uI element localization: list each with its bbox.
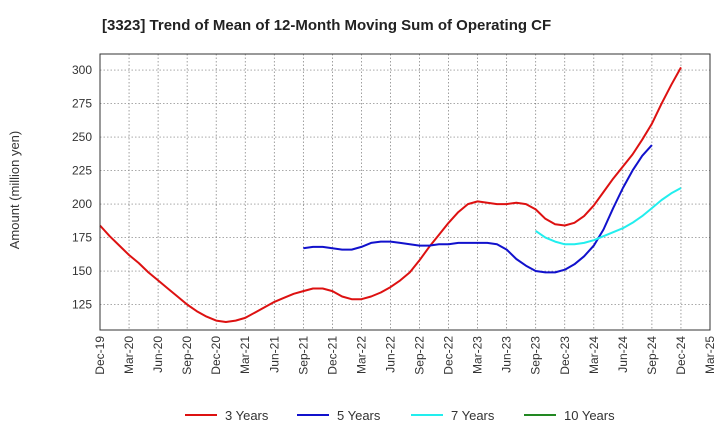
x-tick-label: Mar-23 (471, 336, 485, 374)
legend: 3 Years 5 Years 7 Years 10 Years (185, 408, 615, 423)
legend-label-5-years: 5 Years (337, 408, 381, 423)
x-tick-label: Dec-21 (325, 336, 339, 375)
series-lines (99, 66, 682, 323)
x-tick-label: Dec-22 (442, 336, 456, 375)
chart-title: [3323] Trend of Mean of 12-Month Moving … (102, 17, 551, 34)
x-tick-label: Mar-21 (238, 336, 252, 374)
x-ticks: Dec-19 Mar-20 Jun-20 Sep-20 Dec-20 Mar-21 Jun-… (93, 336, 717, 375)
x-tick-label: Sep-21 (296, 336, 310, 375)
x-tick-label: Dec-24 (674, 336, 688, 375)
x-tick-label: Jun-21 (267, 336, 281, 373)
grid (99, 54, 711, 330)
x-tick-label: Jun-24 (616, 336, 630, 373)
y-axis-label: Amount (million yen) (7, 131, 22, 250)
x-tick-label: Dec-20 (209, 336, 223, 375)
x-tick-label: Dec-23 (558, 336, 572, 375)
x-tick-label: Jun-22 (383, 336, 397, 373)
y-tick-label: 300 (72, 63, 92, 77)
y-ticks: 125 150 175 200 225 250 275 300 (72, 63, 92, 311)
x-tick-label: Sep-22 (413, 336, 427, 375)
x-tick-label: Mar-24 (587, 336, 601, 374)
y-tick-label: 200 (72, 197, 92, 211)
legend-label-3-years: 3 Years (225, 408, 269, 423)
x-tick-label: Sep-20 (180, 336, 194, 375)
series-line-5-years (303, 144, 653, 274)
y-tick-label: 225 (72, 164, 92, 178)
x-tick-label: Dec-19 (93, 336, 107, 375)
x-tick-label: Mar-25 (703, 336, 717, 374)
legend-label-7-years: 7 Years (451, 408, 495, 423)
y-tick-label: 175 (72, 231, 92, 245)
legend-label-10-years: 10 Years (564, 408, 615, 423)
series-line-7-years (535, 187, 682, 246)
y-tick-label: 250 (72, 130, 92, 144)
plot-frame (99, 53, 711, 331)
y-tick-label: 275 (72, 97, 92, 111)
x-tick-label: Sep-24 (645, 336, 659, 375)
x-tick-label: Mar-22 (354, 336, 368, 374)
x-tick-label: Jun-23 (500, 336, 514, 373)
y-tick-label: 150 (72, 264, 92, 278)
x-tick-label: Mar-20 (122, 336, 136, 374)
x-tick-label: Sep-23 (529, 336, 543, 375)
series-line-3-years (99, 66, 682, 323)
x-tick-label: Jun-20 (151, 336, 165, 373)
y-tick-label: 125 (72, 298, 92, 312)
